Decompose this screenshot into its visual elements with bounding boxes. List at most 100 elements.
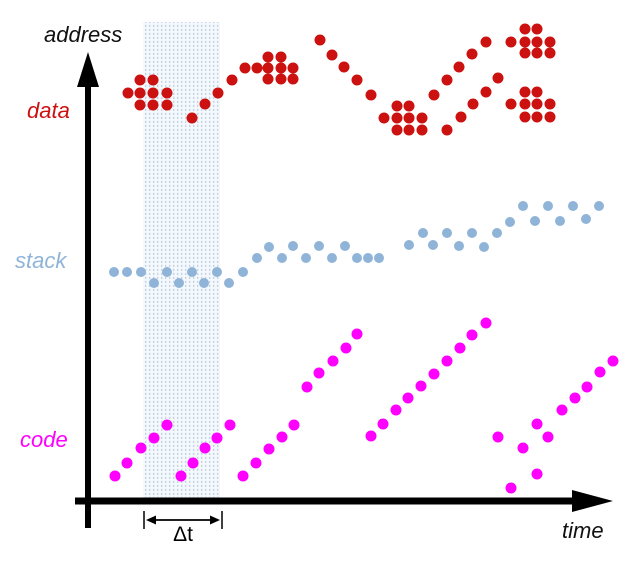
data-point bbox=[455, 111, 467, 123]
data-point bbox=[544, 111, 556, 123]
stack-point bbox=[374, 253, 384, 263]
data-point bbox=[453, 61, 465, 73]
code-point bbox=[517, 442, 529, 454]
data-point bbox=[480, 86, 492, 98]
x-axis-label: time bbox=[562, 518, 604, 543]
data-point bbox=[531, 98, 543, 110]
stack-point bbox=[277, 253, 287, 263]
stack-point bbox=[109, 267, 119, 277]
data-point bbox=[262, 51, 274, 63]
code-point bbox=[480, 317, 492, 329]
stack-point bbox=[418, 228, 428, 238]
data-point bbox=[531, 23, 543, 35]
code-point bbox=[377, 418, 389, 430]
data-point bbox=[351, 74, 363, 86]
data-point bbox=[314, 34, 326, 46]
code-point bbox=[531, 418, 543, 430]
code-point bbox=[351, 328, 363, 340]
data-point bbox=[519, 23, 531, 35]
y-axis-arrowhead bbox=[77, 52, 99, 87]
code-point bbox=[327, 355, 339, 367]
data-point bbox=[519, 111, 531, 123]
data-point bbox=[147, 99, 159, 111]
code-point bbox=[594, 366, 606, 378]
code-point bbox=[161, 419, 173, 431]
data-point bbox=[287, 73, 299, 85]
data-point bbox=[531, 47, 543, 59]
data-point bbox=[416, 112, 428, 124]
code-point bbox=[607, 355, 619, 367]
stack-point bbox=[314, 241, 324, 251]
data-point bbox=[391, 124, 403, 136]
delta-t-left-arrowhead bbox=[146, 515, 156, 525]
data-point bbox=[391, 100, 403, 112]
series-label-code: code bbox=[20, 427, 68, 452]
data-point bbox=[134, 99, 146, 111]
data-point bbox=[441, 124, 453, 136]
code-point bbox=[441, 355, 453, 367]
data-point bbox=[531, 111, 543, 123]
data-point bbox=[416, 124, 428, 136]
stack-point bbox=[288, 241, 298, 251]
data-point bbox=[326, 49, 338, 61]
data-point bbox=[147, 74, 159, 86]
stack-point bbox=[543, 201, 553, 211]
data-point bbox=[466, 48, 478, 60]
stack-point bbox=[224, 278, 234, 288]
stack-point bbox=[568, 201, 578, 211]
code-point bbox=[237, 470, 249, 482]
data-point bbox=[544, 36, 556, 48]
stack-point bbox=[136, 267, 146, 277]
data-point bbox=[134, 74, 146, 86]
code-point bbox=[313, 367, 325, 379]
data-point bbox=[199, 98, 211, 110]
code-point bbox=[288, 419, 300, 431]
code-point bbox=[121, 457, 133, 469]
data-point bbox=[287, 62, 299, 74]
stack-point bbox=[442, 228, 452, 238]
code-point bbox=[135, 442, 147, 454]
stack-point bbox=[555, 216, 565, 226]
code-point bbox=[556, 404, 568, 416]
stack-point bbox=[212, 267, 222, 277]
code-point bbox=[340, 342, 352, 354]
stack-point bbox=[162, 267, 172, 277]
data-point bbox=[262, 62, 274, 74]
data-point bbox=[391, 112, 403, 124]
data-point bbox=[505, 98, 517, 110]
data-point bbox=[262, 73, 274, 85]
stack-point bbox=[505, 217, 515, 227]
stack-point bbox=[581, 214, 591, 224]
code-point bbox=[415, 380, 427, 392]
data-point bbox=[365, 89, 377, 101]
code-point bbox=[542, 431, 554, 443]
code-point bbox=[428, 368, 440, 380]
code-point bbox=[175, 470, 187, 482]
code-point bbox=[505, 482, 517, 494]
stack-point bbox=[404, 240, 414, 250]
stack-point bbox=[352, 253, 362, 263]
code-point bbox=[531, 468, 543, 480]
series-label-stack: stack bbox=[15, 248, 67, 273]
stack-point bbox=[252, 253, 262, 263]
data-point bbox=[441, 74, 453, 86]
stack-point bbox=[428, 240, 438, 250]
data-point bbox=[544, 98, 556, 110]
code-point bbox=[211, 432, 223, 444]
data-point bbox=[275, 62, 287, 74]
data-point bbox=[531, 86, 543, 98]
code-point bbox=[109, 470, 121, 482]
code-point bbox=[402, 392, 414, 404]
data-point bbox=[480, 36, 492, 48]
code-point bbox=[454, 342, 466, 354]
data-point bbox=[403, 112, 415, 124]
stack-point bbox=[264, 242, 274, 252]
x-axis-arrowhead bbox=[572, 490, 613, 512]
code-point bbox=[569, 392, 581, 404]
data-point bbox=[544, 47, 556, 59]
stack-point bbox=[327, 253, 337, 263]
data-point bbox=[428, 89, 440, 101]
data-point bbox=[161, 99, 173, 111]
